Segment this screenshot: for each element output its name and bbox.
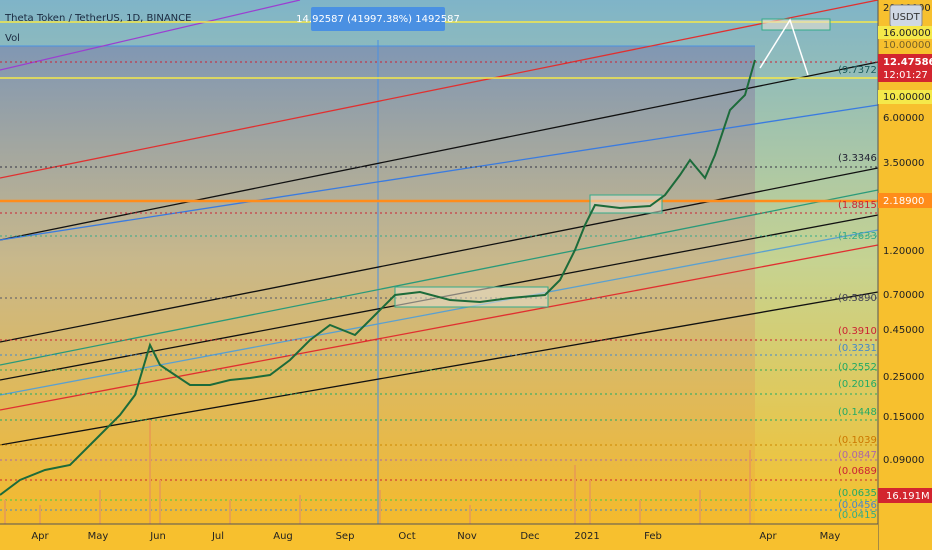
fib-label: (1.26338) [838, 231, 887, 242]
price-label: 6.00000 [883, 113, 924, 124]
last-price-badge [878, 54, 932, 82]
fib-label: (0.39103) [838, 326, 887, 337]
projection-arrow [759, 18, 809, 76]
fib-label: (0.20165) [838, 379, 887, 390]
time-label: May [820, 531, 841, 542]
fib-label: (0.04564) [838, 500, 887, 511]
volume-label: 16.191M [886, 491, 930, 502]
volume-badge [878, 488, 932, 503]
fib-label: (0.08470) [838, 450, 887, 461]
fib-label: (0.32311) [838, 343, 887, 354]
fib-label: (1.88158) [838, 200, 887, 211]
price-label: 10.00000 [883, 92, 931, 103]
last-price: 12.47586 [883, 57, 932, 68]
measure-box [311, 7, 445, 31]
fib-label: (3.33469) [838, 153, 887, 164]
time-axis [0, 524, 878, 550]
price-label: 1.20000 [883, 246, 924, 257]
time-label: Dec [520, 531, 539, 542]
fib-label: (0.14480) [838, 407, 887, 418]
time-label: Nov [457, 531, 477, 542]
currency: USDT [892, 12, 920, 23]
range-box [589, 194, 663, 214]
price-label: 0.45000 [883, 325, 924, 336]
level-badge [878, 90, 932, 104]
level-badge [878, 26, 932, 39]
countdown: 12:01:27 [883, 70, 928, 81]
time-label: Aug [273, 531, 293, 542]
price-label: 16.00000 [883, 28, 931, 39]
fib-label: (0.58900) [838, 293, 887, 304]
fib-label: (0.25526) [838, 362, 887, 373]
measure-label: 14.92587 (41997.38%) 1492587 [296, 14, 460, 25]
price-label: 10.00000 [883, 40, 931, 51]
fib-label: (0.04156) [838, 510, 887, 521]
fib-label: (0.06358) [838, 488, 887, 499]
time-label: Jun [149, 531, 166, 542]
price-label: 0.25000 [883, 372, 924, 383]
fib-label: (0.06899) [838, 466, 887, 477]
time-label: Feb [644, 531, 662, 542]
time-label: May [88, 531, 109, 542]
time-label: Sep [336, 531, 355, 542]
price-label: 3.50000 [883, 158, 924, 169]
trend-lines [0, 0, 879, 446]
level-badge [878, 193, 932, 208]
indicator: Vol [5, 33, 20, 44]
price-path [0, 59, 756, 496]
time-labels: Apr May Jun Jul Aug Sep Oct Nov Dec 2021 Feb Apr May [31, 531, 840, 542]
fib-label: (9.7372) [838, 65, 881, 76]
target-box [761, 18, 831, 31]
time-label: Oct [398, 531, 415, 542]
price-label: 2.18900 [883, 196, 924, 207]
price-label: 0.09000 [883, 455, 924, 466]
volume-bars [4, 420, 751, 524]
range-box [394, 286, 549, 308]
time-label: Jul [211, 531, 224, 542]
symbol: Theta Token / TetherUS, 1D, BINANCE [4, 13, 191, 24]
price-label: 0.70000 [883, 290, 924, 301]
price-axis [878, 0, 932, 550]
time-label: 2021 [574, 531, 599, 542]
fib-labels: (9.7372) (3.33469) (1.88158) (1.26338) (… [838, 65, 887, 521]
fib-label: (0.10397) [838, 435, 887, 446]
price-label: 0.15000 [883, 412, 924, 423]
time-label: Apr [31, 531, 49, 542]
time-label: Apr [759, 531, 777, 542]
fib-lines [0, 61, 878, 511]
